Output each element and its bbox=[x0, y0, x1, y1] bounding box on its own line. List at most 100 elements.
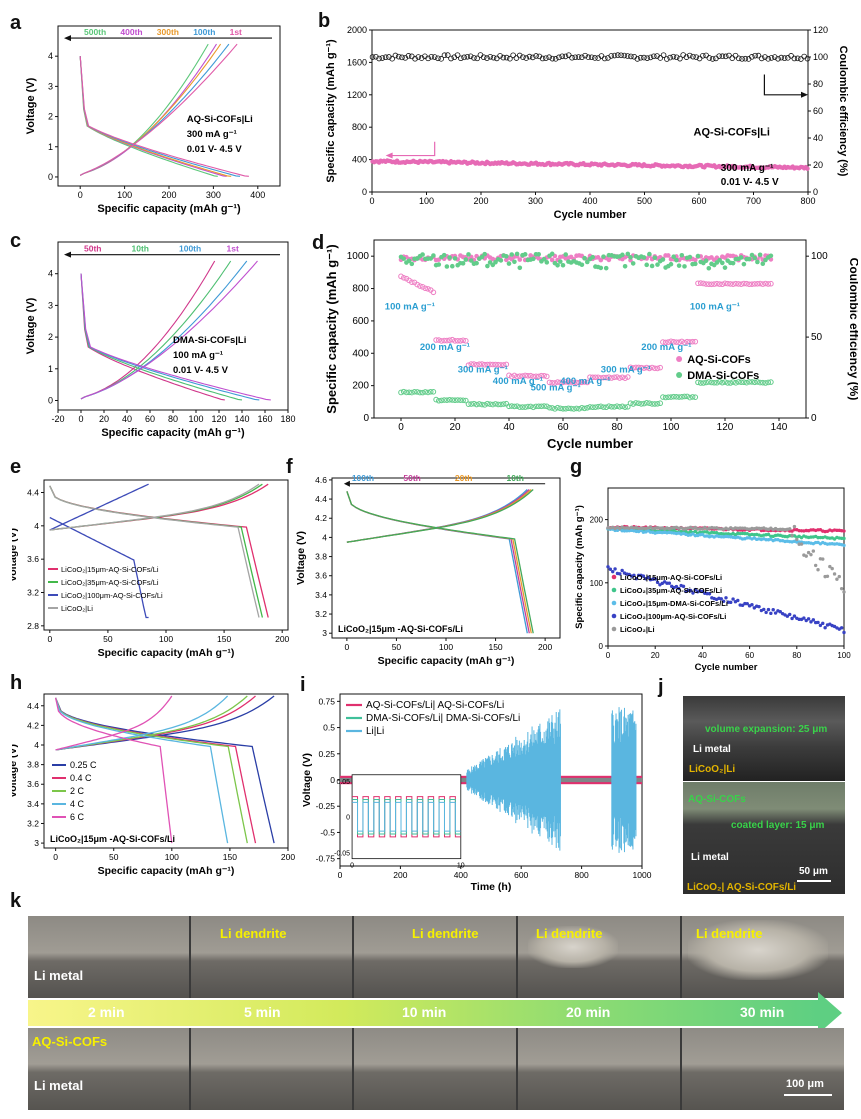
ce-point bbox=[546, 54, 552, 61]
capacity-point-AQ-Si-COFs bbox=[608, 375, 615, 381]
x-axis-label: Cycle number bbox=[554, 209, 627, 221]
direction-arrow-head bbox=[64, 251, 71, 258]
capacity-point-DMA-Si-COFs bbox=[676, 394, 682, 400]
capacity-point-AQ-Si-COFs bbox=[433, 337, 439, 343]
panel-label-i: i bbox=[300, 674, 306, 696]
x-tick-label: 120 bbox=[717, 422, 734, 433]
capacity-point-AQ-Si-COFs bbox=[530, 373, 537, 380]
capacity-point-DMA-Si-COFs bbox=[633, 400, 639, 406]
capacity-point-AQ-Si-COFs bbox=[517, 373, 523, 379]
capacity-point-DMA-Si-COFs bbox=[762, 380, 769, 386]
capacity-point-DMA-Si-COFs bbox=[724, 380, 731, 386]
ce-point bbox=[461, 54, 467, 61]
ce-point bbox=[716, 53, 722, 59]
ce-point-DMA-Si-COFs bbox=[620, 252, 625, 258]
capacity-point-DMA-Si-COFs bbox=[481, 402, 488, 408]
capacity-point-AQ-Si-COFs bbox=[660, 339, 666, 345]
chart-h: 0 50 100 150 200 3 3.2 3.4 3.6 3.8 4 4.2 4.4 Specific… bbox=[12, 693, 295, 877]
capacity-point-DMA-Si-COFs bbox=[552, 406, 558, 412]
x-tick-label: 60 bbox=[557, 422, 569, 433]
capacity-point-AQ-Si-COFs bbox=[471, 361, 477, 367]
x-tick-label: 0 bbox=[345, 642, 350, 652]
chart-e: 0 50 100 150 200 2.8 3.2 3.6 4 4.4 Specific capaci… bbox=[12, 479, 290, 659]
capacity-point-DMA-Si-COFs bbox=[587, 404, 593, 410]
legend-marker bbox=[611, 626, 617, 632]
capacity-point-DMA-Si-COFs bbox=[598, 403, 604, 410]
ce-point-DMA-Si-COFs bbox=[741, 261, 747, 267]
capacity-point-AQ-Si-COFs bbox=[557, 379, 564, 386]
annotation-text: 300 mA g⁻¹ bbox=[721, 163, 774, 174]
ce-point-DMA-Si-COFs bbox=[598, 265, 604, 271]
ce-point bbox=[428, 53, 435, 60]
ce-point-DMA-Si-COFs bbox=[703, 258, 709, 264]
panel-label-j: j bbox=[658, 676, 664, 698]
cof-label-k: AQ-Si-COFs bbox=[32, 1034, 108, 1049]
capacity-point-DMA-Si-COFs bbox=[649, 401, 655, 407]
frame-divider bbox=[189, 916, 191, 998]
capacity-point-AQ-Si-COFs bbox=[668, 338, 674, 345]
ce-point bbox=[497, 53, 503, 59]
cycle-label: 50th bbox=[403, 474, 420, 483]
capacity-point-35um AQ bbox=[766, 532, 771, 537]
ce-point-DMA-Si-COFs bbox=[768, 253, 774, 259]
ce-point-DMA-Si-COFs bbox=[563, 252, 568, 257]
plot-frame bbox=[57, 241, 289, 411]
ce-point bbox=[448, 55, 454, 62]
dendrite-label-4: Li dendrite bbox=[696, 926, 763, 941]
capacity-point-DMA-Si-COFs bbox=[619, 403, 626, 410]
ce-point-DMA-Si-COFs bbox=[755, 259, 760, 265]
ce-point bbox=[507, 55, 513, 62]
annotation-text: DMA-Si-COFs|Li bbox=[173, 335, 246, 346]
capacity-point-DMA-Si-COFs bbox=[635, 400, 642, 407]
capacity-point-100um AQ bbox=[646, 575, 650, 580]
x-tick-label: 0 bbox=[606, 651, 611, 660]
x-tick-label: 140 bbox=[234, 414, 249, 424]
capacity-point-AQ-Si-COFs bbox=[460, 337, 466, 344]
capacity-point-LiCoO2|Li bbox=[806, 550, 811, 555]
ce-point-DMA-Si-COFs bbox=[752, 255, 757, 261]
capacity-point-DMA-Si-COFs bbox=[654, 401, 661, 407]
y-tick-label: 800 bbox=[352, 284, 369, 295]
legend-label: LiCoO₂|Li bbox=[61, 604, 93, 613]
capacity-point-DMA-Si-COFs bbox=[719, 379, 726, 386]
charge-curve-100th bbox=[80, 260, 248, 400]
x-tick-label: 600 bbox=[514, 870, 528, 880]
legend-marker bbox=[676, 355, 683, 362]
capacity-point-AQ-Si-COFs bbox=[687, 339, 693, 345]
y-tick-label: 4 bbox=[34, 740, 39, 750]
y2-tick-label: 100 bbox=[811, 251, 828, 262]
capacity-point-DMA-Si-COFs bbox=[708, 379, 715, 386]
capacity-point-DMA-Si-COFs bbox=[579, 404, 585, 411]
ce-point-DMA-Si-COFs bbox=[757, 252, 763, 258]
capacity-point-DMA-Si-COFs bbox=[530, 404, 537, 411]
x-tick-label: 50 bbox=[109, 852, 119, 862]
li-metal-label-k-bottom: Li metal bbox=[34, 1078, 84, 1093]
y-tick-label: 2 bbox=[48, 112, 53, 122]
ce-point-DMA-Si-COFs bbox=[647, 251, 652, 257]
y-tick-label: 4 bbox=[48, 51, 53, 61]
capacity-point-AQ-Si-COFs bbox=[538, 372, 545, 379]
ce-point bbox=[556, 54, 562, 61]
ce-point bbox=[503, 54, 510, 61]
ce-point bbox=[794, 55, 801, 62]
capacity-point-DMA-Si-COFs bbox=[568, 405, 574, 412]
inset-x-tick-label: 0 bbox=[350, 863, 354, 870]
capacity-point-100um AQ bbox=[677, 586, 681, 591]
capacity-point-LiCoO2|Li bbox=[792, 524, 797, 529]
capacity-point-100um AQ bbox=[719, 597, 723, 601]
capacity-point-15um DMA bbox=[764, 538, 768, 542]
legend-label: LiCoO₂|35μm-AQ-Si-COFs/Li bbox=[620, 586, 722, 595]
ce-point bbox=[664, 56, 670, 62]
capacity-point-AQ-Si-COFs bbox=[527, 372, 534, 379]
ce-point bbox=[732, 52, 739, 59]
ce-point-DMA-Si-COFs bbox=[676, 263, 682, 268]
ce-point-AQ-Si-COFs bbox=[606, 257, 612, 263]
ce-point-AQ-Si-COFs bbox=[517, 257, 523, 262]
cycle-label: 50th bbox=[84, 244, 101, 254]
rate-label: 400 mA g⁻¹ bbox=[560, 376, 610, 387]
cycle-label: 10th bbox=[506, 474, 523, 483]
capacity-point-DMA-Si-COFs bbox=[433, 396, 439, 403]
capacity-point-DMA-Si-COFs bbox=[595, 403, 601, 410]
capacity-point-100um AQ bbox=[743, 601, 747, 606]
y-tick-label: 2.8 bbox=[27, 621, 39, 631]
